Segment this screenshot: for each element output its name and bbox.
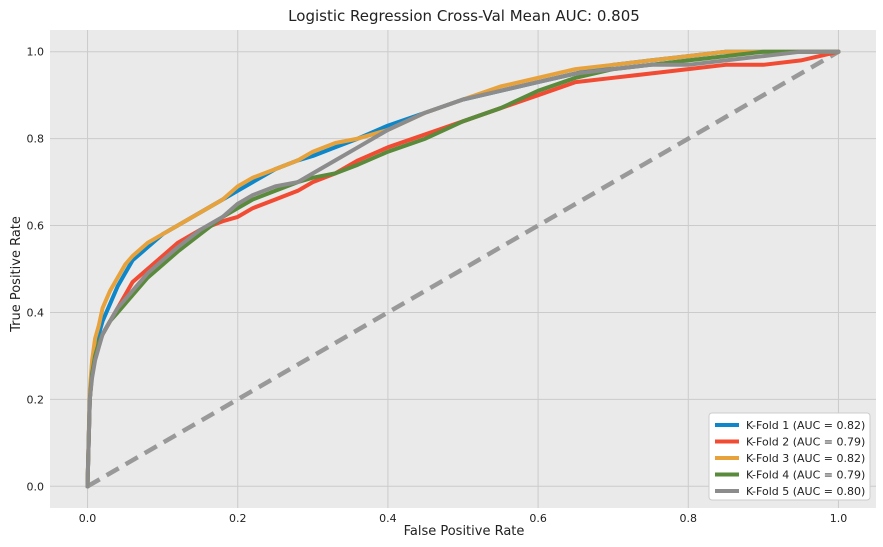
x-axis-ticks: 0.0 0.2 0.4 0.6 0.8 1.0 bbox=[79, 512, 847, 525]
legend: K-Fold 1 (AUC = 0.82) K-Fold 2 (AUC = 0.7… bbox=[708, 412, 871, 501]
x-tick-label: 0.0 bbox=[79, 512, 97, 525]
legend-label: K-Fold 1 (AUC = 0.82) bbox=[746, 419, 865, 432]
legend-box bbox=[708, 412, 871, 501]
legend-label: K-Fold 5 (AUC = 0.80) bbox=[746, 485, 865, 498]
y-tick-label: 0.8 bbox=[27, 133, 45, 146]
x-tick-label: 0.8 bbox=[680, 512, 698, 525]
x-tick-label: 0.6 bbox=[529, 512, 547, 525]
chance-diagonal-line bbox=[86, 49, 840, 489]
x-tick-label: 1.0 bbox=[830, 512, 848, 525]
legend-label: K-Fold 2 (AUC = 0.79) bbox=[746, 436, 865, 449]
legend-label: K-Fold 4 (AUC = 0.79) bbox=[746, 469, 865, 482]
y-axis-label: True Positive Rate bbox=[9, 216, 24, 333]
chart-title: Logistic Regression Cross-Val Mean AUC: … bbox=[288, 7, 640, 25]
y-tick-label: 1.0 bbox=[27, 46, 45, 59]
y-tick-label: 0.0 bbox=[27, 480, 45, 493]
series-layer bbox=[85, 49, 841, 489]
legend-label: K-Fold 3 (AUC = 0.82) bbox=[746, 452, 865, 465]
x-tick-label: 0.4 bbox=[379, 512, 397, 525]
y-axis-ticks: 0.0 0.2 0.4 0.6 0.8 1.0 bbox=[27, 46, 45, 494]
y-tick-label: 0.4 bbox=[27, 306, 45, 319]
x-tick-label: 0.2 bbox=[229, 512, 247, 525]
y-tick-label: 0.6 bbox=[27, 220, 45, 233]
y-tick-label: 0.2 bbox=[27, 393, 45, 406]
x-axis-label: False Positive Rate bbox=[404, 524, 525, 539]
roc-line-kfold-3 bbox=[85, 49, 841, 489]
roc-line-kfold-5 bbox=[85, 49, 841, 489]
